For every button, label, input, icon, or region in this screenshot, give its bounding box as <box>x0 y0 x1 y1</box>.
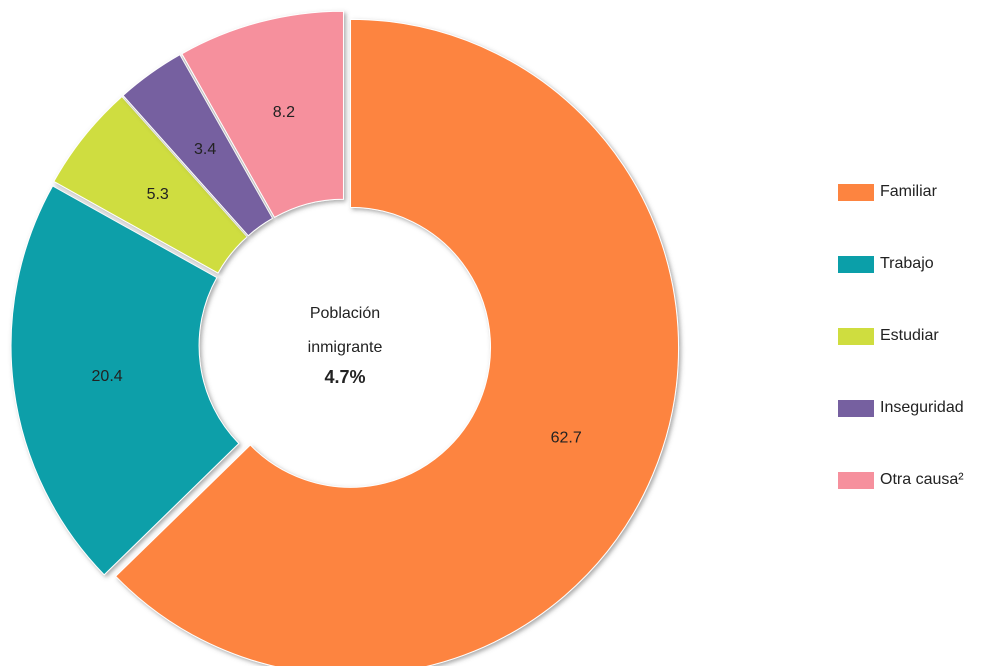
slice <box>181 10 344 219</box>
slice <box>122 54 274 237</box>
slice <box>53 95 248 274</box>
data-label: 8.2 <box>273 104 295 121</box>
center-text: inmigrante <box>308 339 383 356</box>
slice <box>114 18 680 666</box>
data-label: 62.7 <box>551 429 582 446</box>
legend-swatch <box>838 400 874 417</box>
data-label: 20.4 <box>92 368 123 385</box>
legend-label: Otra causa² <box>880 471 964 488</box>
legend: Familiar Trabajo Estudiar Inseguridad Otra c… <box>838 183 964 489</box>
legend-label: Trabajo <box>880 255 934 272</box>
center-value: 4.7% <box>324 367 365 387</box>
legend-swatch <box>838 256 874 273</box>
legend-label: Familiar <box>880 183 938 200</box>
slice <box>10 185 240 576</box>
data-label: 3.4 <box>194 141 216 158</box>
legend-label: Inseguridad <box>880 399 964 416</box>
legend-swatch <box>838 472 874 489</box>
data-label: 5.3 <box>147 186 169 203</box>
slices: 62.7 20.4 5.3 3.4 8.2 <box>10 10 680 666</box>
legend-label: Estudiar <box>880 327 939 344</box>
legend-swatch <box>838 184 874 201</box>
legend-swatch <box>838 328 874 345</box>
center-text: Población <box>310 305 380 322</box>
